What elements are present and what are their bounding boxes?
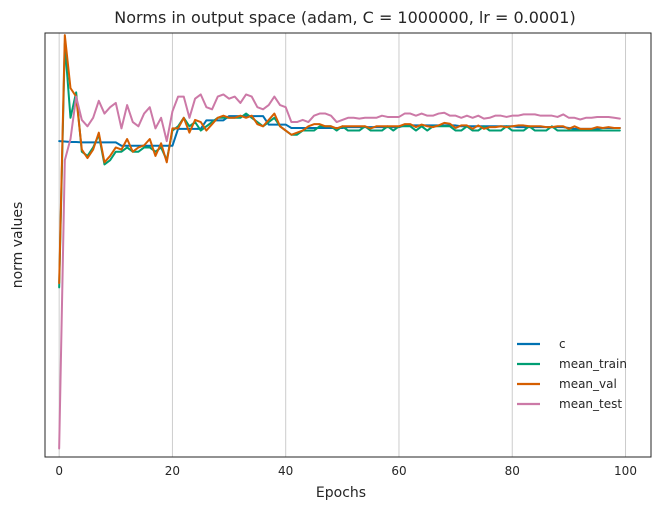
x-tick-label: 40 [278, 464, 293, 478]
x-ticks: 0 20 40 60 80 100 [55, 464, 637, 478]
series-layer [58, 34, 621, 450]
x-tick-label: 60 [391, 464, 406, 478]
legend: c mean_train mean_val mean_test [517, 337, 627, 411]
plot-background [45, 33, 651, 457]
chart-title: Norms in output space (adam, C = 1000000… [114, 8, 575, 27]
y-axis-label: norm values [10, 202, 26, 289]
legend-label-mean-train: mean_train [559, 357, 627, 371]
series-line-mean-test [58, 93, 621, 450]
series-line-mean-val [58, 34, 621, 285]
legend-label-mean-val: mean_val [559, 377, 617, 391]
x-tick-label: 0 [55, 464, 63, 478]
x-axis-label: Epochs [316, 485, 366, 501]
grid [58, 33, 627, 457]
x-tick-label: 100 [614, 464, 637, 478]
legend-label-c: c [559, 337, 566, 351]
x-tick-label: 80 [505, 464, 520, 478]
plot-frame [44, 32, 652, 458]
legend-label-mean-test: mean_test [559, 397, 622, 411]
x-tick-label: 20 [165, 464, 180, 478]
